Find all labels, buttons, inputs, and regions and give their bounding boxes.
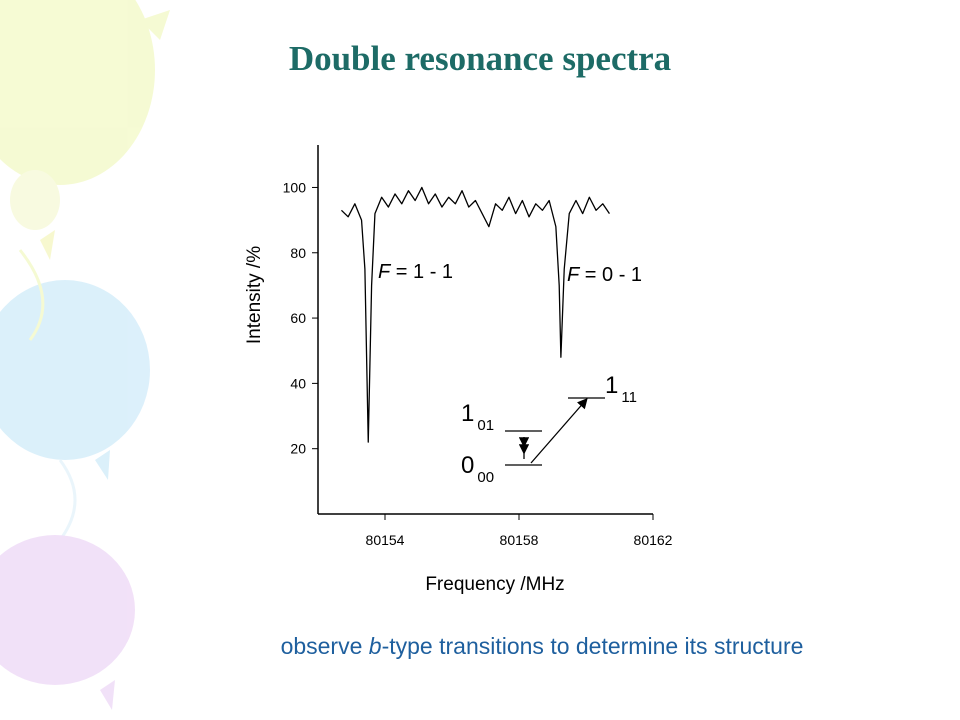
y-tick-label: 40 bbox=[290, 375, 306, 391]
x-axis-title: Frequency /MHz bbox=[425, 574, 564, 595]
level-label: 1 11 bbox=[605, 372, 637, 406]
annotation-symbol: F bbox=[378, 261, 392, 283]
annotation-text: = 1 - 1 bbox=[390, 261, 453, 283]
y-tick-label: 80 bbox=[290, 245, 306, 261]
level-number: 1 bbox=[605, 372, 618, 399]
caption-text: observe bbox=[281, 633, 369, 659]
caption-italic: b bbox=[369, 633, 382, 659]
level-subscript: 01 bbox=[477, 417, 494, 434]
x-tick-label: 80154 bbox=[366, 532, 405, 548]
level-label: 1 01 bbox=[461, 400, 494, 434]
annotation: F = 0 - 1 bbox=[567, 264, 642, 286]
energy-diagram bbox=[505, 397, 605, 466]
plot-area bbox=[317, 145, 653, 515]
spectrum-line bbox=[340, 186, 610, 443]
x-tick-label: 80162 bbox=[634, 532, 673, 548]
y-tick-label: 60 bbox=[290, 310, 306, 326]
level-label: 0 00 bbox=[461, 452, 494, 486]
level-subscript: 00 bbox=[477, 469, 494, 486]
annotation-text: = 0 - 1 bbox=[579, 264, 642, 286]
x-tick-label: 80158 bbox=[500, 532, 539, 548]
annotation-symbol: F bbox=[567, 264, 581, 286]
caption-text: -type transitions to determine its struc… bbox=[382, 633, 804, 659]
y-tick-label: 100 bbox=[283, 179, 307, 195]
transition-arrow bbox=[530, 398, 588, 464]
y-tick-label: 20 bbox=[290, 441, 306, 457]
level-number: 1 bbox=[461, 400, 474, 427]
balloon-decoration bbox=[0, 0, 170, 710]
level-number: 0 bbox=[461, 452, 474, 479]
chart-title: Double resonance spectra bbox=[289, 39, 671, 78]
annotation: F = 1 - 1 bbox=[378, 261, 453, 283]
caption: observe b-type transitions to determine … bbox=[281, 633, 804, 659]
level-subscript: 11 bbox=[621, 389, 637, 406]
y-axis-title: Intensity /% bbox=[244, 246, 265, 344]
